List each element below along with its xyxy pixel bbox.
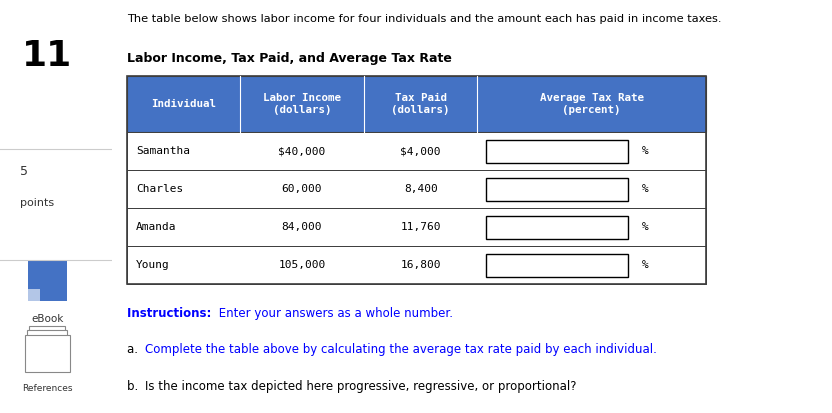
Text: 11: 11 bbox=[22, 39, 72, 73]
Text: Labor Income
(dollars): Labor Income (dollars) bbox=[263, 93, 341, 115]
Text: Amanda: Amanda bbox=[136, 222, 176, 232]
Bar bbox=[487, 178, 628, 201]
Text: %: % bbox=[642, 146, 649, 156]
Bar bbox=[28, 289, 40, 301]
Text: 16,800: 16,800 bbox=[400, 260, 441, 270]
Bar bbox=[25, 335, 70, 372]
Text: Samantha: Samantha bbox=[136, 146, 190, 156]
Bar bbox=[126, 132, 706, 170]
Bar bbox=[28, 260, 67, 301]
Text: Complete the table above by calculating the average tax rate paid by each indivi: Complete the table above by calculating … bbox=[145, 343, 656, 356]
Text: %: % bbox=[642, 222, 649, 232]
Bar bbox=[126, 208, 706, 246]
Bar bbox=[27, 330, 67, 368]
Text: Instructions:: Instructions: bbox=[126, 307, 215, 320]
Text: Labor Income, Tax Paid, and Average Tax Rate: Labor Income, Tax Paid, and Average Tax … bbox=[126, 52, 452, 64]
Text: 105,000: 105,000 bbox=[279, 260, 325, 270]
Text: The table below shows labor income for four individuals and the amount each has : The table below shows labor income for f… bbox=[126, 14, 721, 24]
Text: 11,760: 11,760 bbox=[400, 222, 441, 232]
Text: 60,000: 60,000 bbox=[282, 184, 322, 194]
Text: 8,400: 8,400 bbox=[404, 184, 438, 194]
Text: Charles: Charles bbox=[136, 184, 183, 194]
Text: b.: b. bbox=[126, 380, 141, 392]
Text: %: % bbox=[642, 260, 649, 270]
Text: Tax Paid
(dollars): Tax Paid (dollars) bbox=[392, 93, 450, 115]
Bar bbox=[126, 170, 706, 208]
Text: points: points bbox=[20, 198, 54, 208]
Text: %: % bbox=[642, 184, 649, 194]
Text: Is the income tax depicted here progressive, regressive, or proportional?: Is the income tax depicted here progress… bbox=[145, 380, 577, 392]
Text: Young: Young bbox=[136, 260, 170, 270]
Text: eBook: eBook bbox=[31, 314, 63, 324]
Text: 5: 5 bbox=[20, 165, 28, 178]
Text: Enter your answers as a whole number.: Enter your answers as a whole number. bbox=[215, 307, 453, 320]
Bar bbox=[126, 76, 706, 284]
Text: Individual: Individual bbox=[151, 99, 215, 109]
Bar bbox=[487, 140, 628, 163]
Bar bbox=[487, 254, 628, 277]
Text: 84,000: 84,000 bbox=[282, 222, 322, 232]
Bar bbox=[126, 246, 706, 284]
Text: a.: a. bbox=[126, 343, 141, 356]
Bar bbox=[126, 76, 706, 132]
Text: References: References bbox=[22, 384, 72, 393]
Bar bbox=[0, 0, 112, 116]
Text: Average Tax Rate
(percent): Average Tax Rate (percent) bbox=[540, 93, 644, 115]
Bar bbox=[29, 326, 65, 363]
Text: $4,000: $4,000 bbox=[400, 146, 441, 156]
Text: $40,000: $40,000 bbox=[279, 146, 325, 156]
Bar bbox=[487, 216, 628, 239]
